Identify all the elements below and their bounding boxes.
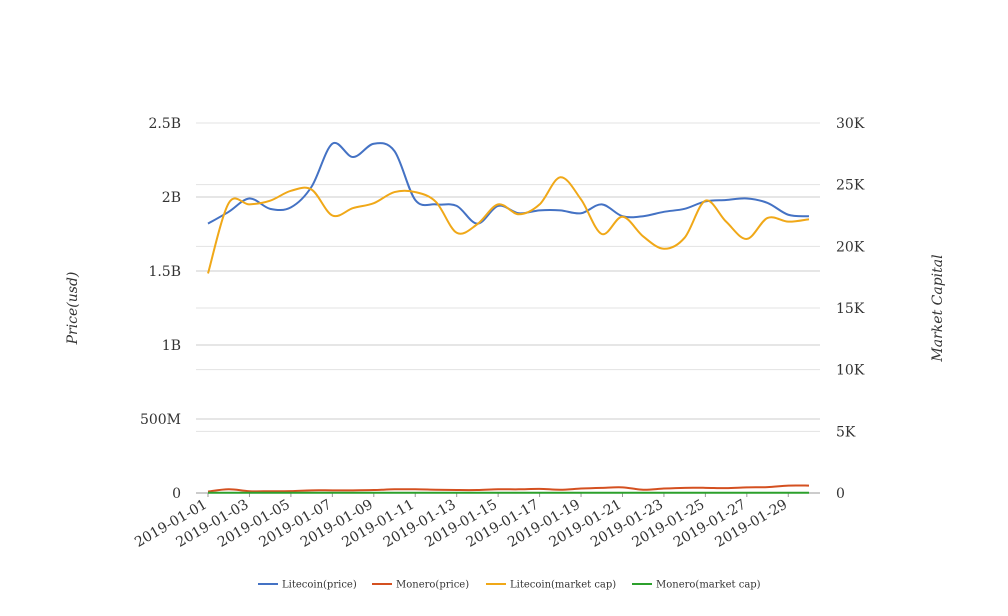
right-tick-label: 0	[836, 486, 845, 502]
left-axis-title: Price(usd)	[65, 272, 81, 346]
legend-label-monero-price: Monero(price)	[396, 580, 469, 591]
left-tick-label: 2B	[162, 190, 181, 206]
grid-lines	[196, 122, 820, 494]
legend-label-litecoin-market-cap: Litecoin(market cap)	[510, 580, 616, 591]
right-tick-label: 15K	[836, 301, 865, 317]
series-lines	[207, 141, 810, 494]
left-tick-label: 2.5B	[148, 116, 181, 132]
left-tick-label: 0	[172, 486, 181, 502]
left-axis-ticks: 0 500M 1B 1.5B 2B 2.5B	[140, 116, 181, 502]
right-tick-label: 5K	[836, 424, 856, 440]
series-line-litecoin-market-cap	[207, 176, 810, 274]
right-tick-label: 10K	[836, 363, 865, 379]
left-tick-label: 500M	[140, 412, 181, 428]
x-axis-ticks: 2019-01-012019-01-032019-01-052019-01-07…	[132, 493, 790, 551]
left-tick-label: 1.5B	[148, 264, 181, 280]
left-tick-label: 1B	[162, 338, 181, 354]
right-tick-label: 25K	[836, 178, 865, 194]
right-axis-ticks: 0 5K 10K 15K 20K 25K 30K	[836, 116, 865, 502]
right-tick-label: 20K	[836, 239, 865, 255]
right-axis-title: Market Capital	[930, 254, 946, 362]
legend: Litecoin(price) Monero(price) Litecoin(mar…	[258, 580, 761, 591]
right-tick-label: 30K	[836, 116, 865, 132]
series-line-monero-price	[207, 484, 810, 493]
legend-label-monero-market-cap: Monero(market cap)	[656, 580, 761, 591]
legend-label-litecoin-price: Litecoin(price)	[282, 580, 357, 591]
